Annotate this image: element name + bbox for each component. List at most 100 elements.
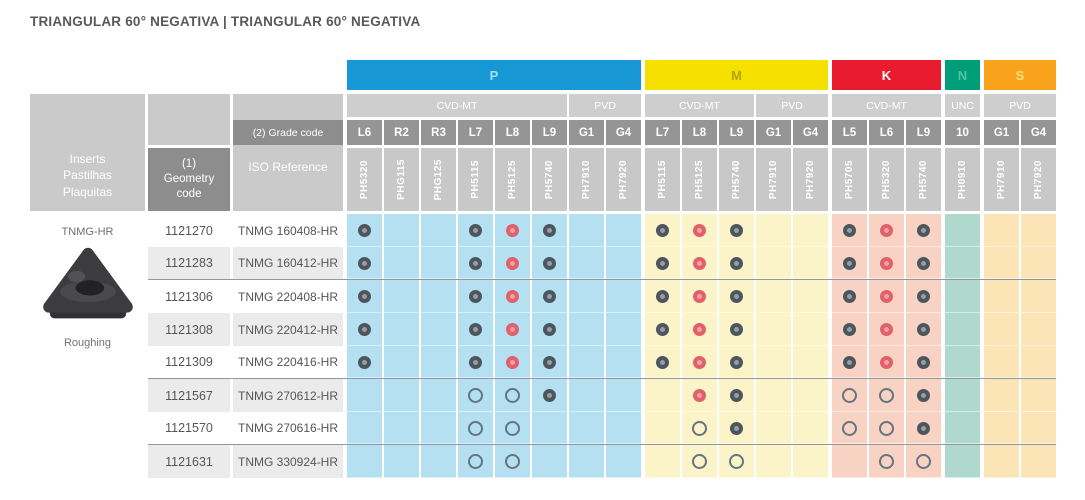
availability-cell [458, 346, 493, 378]
availability-cell [458, 247, 493, 279]
filled-insert-icon [469, 224, 482, 237]
availability-cell [1021, 379, 1056, 412]
availability-cell [1021, 412, 1056, 444]
availability-cell [606, 214, 641, 247]
open-ring-icon [505, 454, 520, 469]
availability-cell [832, 346, 867, 378]
availability-cell [719, 379, 754, 412]
iso-reference-cell: TNMG 220412-HR [233, 313, 343, 346]
geometry-code-cell: 1121308 [148, 313, 230, 346]
availability-cell [347, 280, 382, 313]
grade-ref-label: PHG115 [396, 159, 407, 200]
grade-ref-label: PH5740 [544, 159, 555, 200]
filled-insert-icon [730, 323, 743, 336]
grade-ref-cell: PHG125 [421, 148, 456, 211]
grade-ref-cell: PHG115 [384, 148, 419, 211]
iso-reference-cell: TNMG 270616-HR [233, 412, 343, 444]
availability-cell [532, 214, 567, 247]
availability-cell [421, 247, 456, 279]
availability-cell [347, 313, 382, 346]
filled-insert-red-icon [506, 256, 519, 270]
availability-cell [869, 313, 904, 346]
section-cells-N [945, 280, 980, 313]
availability-cell [458, 379, 493, 412]
availability-cell [532, 412, 567, 444]
insert-photo [42, 247, 133, 319]
availability-cell [682, 412, 717, 444]
open-ring-icon [879, 388, 894, 403]
inserts-header-cell: Inserts Pastilhas Plaquitas [30, 94, 145, 211]
availability-cell [1021, 214, 1056, 247]
table-body: TNMG-HR Roughing 1121270 TNMG 160408-HR 11… [30, 214, 1056, 478]
section-cells-S [984, 214, 1056, 247]
availability-cell [347, 412, 382, 444]
availability-cell [869, 214, 904, 247]
availability-cell [384, 313, 419, 346]
open-ring-icon [842, 388, 857, 403]
grade-code-cell: G1 [984, 120, 1019, 145]
section-cells-M [645, 313, 828, 346]
table-row: 1121270 TNMG 160408-HR [148, 214, 1056, 247]
grade-code-cell: L5 [832, 120, 867, 145]
availability-cell [645, 280, 680, 313]
availability-cell [682, 247, 717, 279]
availability-cell [945, 247, 980, 279]
grade-ref-cell: PH5125 [682, 148, 717, 211]
filled-insert-red-icon [880, 355, 893, 369]
grade-code-row: 10 [945, 120, 980, 145]
grade-ref-label: PH5740 [731, 159, 742, 200]
geometry-code-cell: 1121567 [148, 379, 230, 412]
filled-insert-icon [843, 256, 856, 270]
section-cells-K [832, 346, 941, 378]
availability-cell [458, 214, 493, 247]
grade-ref-row: PH0910 [945, 148, 980, 211]
availability-cell [719, 313, 754, 346]
section-cells-S [984, 445, 1056, 478]
filled-insert-icon [730, 290, 743, 303]
grade-ref-label: PH7920 [1033, 159, 1044, 200]
availability-cell [719, 247, 754, 279]
section-cells-N [945, 247, 980, 279]
availability-cell [645, 346, 680, 378]
section-cells-M [645, 214, 828, 247]
availability-cell [832, 412, 867, 444]
availability-cell [384, 379, 419, 412]
availability-cell [458, 445, 493, 478]
geometry-header-cell: (1) Geometry code [148, 148, 230, 211]
availability-cell [756, 247, 791, 279]
open-ring-icon [729, 454, 744, 469]
iso-reference-cell: TNMG 160408-HR [233, 214, 343, 247]
availability-cell [606, 445, 641, 478]
availability-cell [832, 379, 867, 412]
filled-insert-icon [469, 290, 482, 303]
grade-code-cell: G1 [569, 120, 604, 145]
iso-reference-cell: TNMG 220408-HR [233, 280, 343, 313]
availability-cell [793, 313, 828, 346]
filled-insert-red-icon [693, 256, 706, 270]
table-row: 1121567 TNMG 270612-HR [148, 379, 1056, 412]
filled-insert-icon [656, 290, 669, 303]
filled-insert-icon [917, 323, 930, 336]
availability-cell [682, 280, 717, 313]
availability-cell [1021, 280, 1056, 313]
availability-cell [984, 280, 1019, 313]
grade-ref-cell: PH5125 [495, 148, 530, 211]
filled-insert-icon [730, 421, 743, 435]
filled-insert-red-icon [506, 355, 519, 369]
grade-ref-label: PH0910 [957, 159, 968, 200]
filled-insert-icon [543, 224, 556, 237]
grade-code-cell: G4 [793, 120, 828, 145]
geometry-code-cell: 1121306 [148, 280, 230, 313]
filled-insert-icon [730, 224, 743, 237]
grade-ref-cell: PH7920 [793, 148, 828, 211]
availability-cell [756, 214, 791, 247]
availability-cell [458, 313, 493, 346]
filled-insert-icon [469, 323, 482, 336]
filled-insert-icon [358, 355, 371, 369]
open-ring-icon [505, 420, 520, 436]
open-ring-icon [692, 454, 707, 469]
section-cells-N [945, 379, 980, 412]
section-cells-M [645, 412, 828, 444]
geometry-code-cell: 1121309 [148, 346, 230, 378]
open-ring-icon [879, 420, 894, 436]
